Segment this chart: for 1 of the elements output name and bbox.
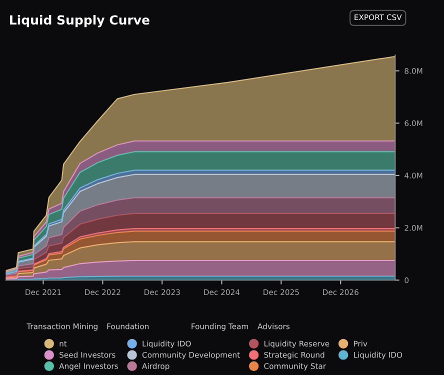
chart-title: Liquid Supply Curve (10, 15, 150, 28)
